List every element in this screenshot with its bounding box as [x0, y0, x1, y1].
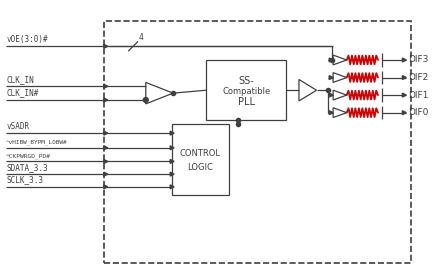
- Polygon shape: [402, 111, 406, 115]
- Polygon shape: [329, 111, 333, 115]
- Polygon shape: [104, 160, 108, 163]
- Text: vSADR: vSADR: [6, 122, 29, 131]
- Polygon shape: [170, 185, 174, 189]
- Text: CONTROL: CONTROL: [180, 149, 221, 158]
- Text: CLK_IN#: CLK_IN#: [6, 88, 38, 98]
- Polygon shape: [402, 76, 406, 80]
- Text: SCLK_3.3: SCLK_3.3: [6, 175, 43, 184]
- Bar: [172, 124, 229, 195]
- Polygon shape: [104, 131, 108, 135]
- Polygon shape: [104, 84, 108, 88]
- Text: DIF2: DIF2: [408, 73, 429, 82]
- Text: vOE(3:0)#: vOE(3:0)#: [6, 35, 48, 44]
- Text: DIF1: DIF1: [408, 91, 429, 100]
- Text: PLL: PLL: [238, 97, 255, 107]
- Polygon shape: [402, 58, 406, 62]
- Text: DIF0: DIF0: [408, 108, 429, 117]
- Text: ^vHIBW_BYPM_LOBW#: ^vHIBW_BYPM_LOBW#: [6, 140, 68, 145]
- Text: ^CKPWRGD_PD#: ^CKPWRGD_PD#: [6, 153, 51, 159]
- Polygon shape: [104, 44, 108, 48]
- Polygon shape: [170, 172, 174, 176]
- Polygon shape: [329, 58, 333, 62]
- Polygon shape: [104, 98, 108, 102]
- Circle shape: [143, 98, 148, 102]
- Polygon shape: [329, 93, 333, 97]
- Polygon shape: [170, 131, 174, 135]
- Bar: [104, 21, 411, 263]
- Text: SS-: SS-: [238, 76, 254, 86]
- Bar: [206, 60, 286, 120]
- Polygon shape: [104, 172, 108, 176]
- Polygon shape: [329, 76, 333, 80]
- Polygon shape: [104, 146, 108, 150]
- Text: SDATA_3.3: SDATA_3.3: [6, 163, 48, 172]
- Text: CLK_IN: CLK_IN: [6, 75, 34, 84]
- Text: 4: 4: [139, 33, 144, 43]
- Text: LOGIC: LOGIC: [187, 163, 213, 172]
- Text: DIF3: DIF3: [408, 56, 429, 64]
- Polygon shape: [170, 160, 174, 163]
- Polygon shape: [170, 146, 174, 150]
- Polygon shape: [104, 185, 108, 189]
- Text: Compatible: Compatible: [222, 87, 270, 96]
- Polygon shape: [402, 93, 406, 97]
